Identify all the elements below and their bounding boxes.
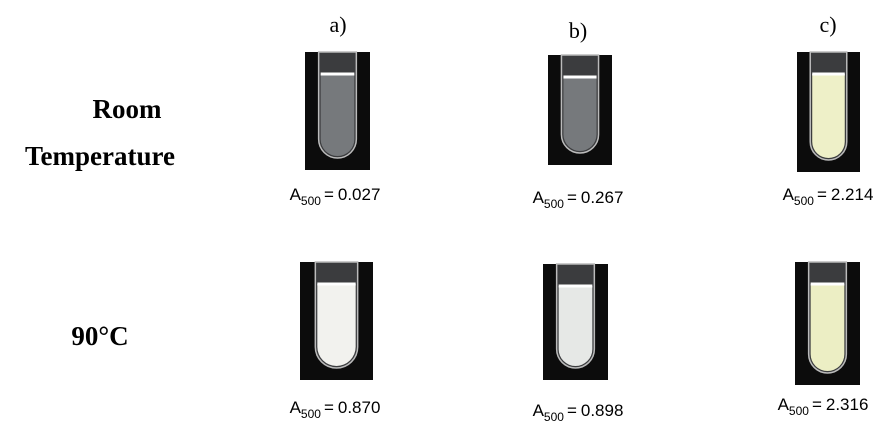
relation: = [324,185,334,204]
tube-liquid [812,74,845,158]
relation: = [324,398,334,417]
row-label: Temperature [25,141,175,171]
value: 0.870 [338,398,381,417]
page: {"columns": [{"label": "a)"}, {"label": … [0,0,878,425]
tube-liquid [321,74,355,156]
symbol: A [533,188,545,207]
column-label: b) [569,18,587,43]
tube-photo [797,52,860,172]
tube-photo [300,262,373,380]
tube-liquid [559,286,593,366]
figure: a) b) c) Room Temperature 90°C A500=0.02… [0,0,878,425]
tube-photo [548,55,612,165]
value: 0.027 [338,185,381,204]
relation: = [567,401,577,420]
column-label: a) [329,12,346,37]
tube-photo [305,52,370,170]
column-label: c) [819,12,836,37]
symbol: A [290,185,302,204]
relation: = [812,395,822,414]
value: 0.898 [581,401,624,420]
value: 2.316 [826,395,869,414]
subscript: 500 [301,407,321,421]
tube-liquid [563,77,596,151]
subscript: 500 [544,410,564,424]
tube-photo [543,264,608,380]
subscript: 500 [301,194,321,208]
relation: = [567,188,577,207]
subscript: 500 [789,404,809,418]
subscript: 500 [794,194,814,208]
tube-liquid [317,284,355,366]
value: 0.267 [581,188,624,207]
symbol: A [533,401,545,420]
absorbance-label: A500=0.870 [290,398,381,421]
row-label: Room [93,94,162,124]
absorbance-label: A500=2.214 [783,185,874,208]
value: 2.214 [831,185,874,204]
subscript: 500 [544,197,564,211]
absorbance-label: A500=0.027 [290,185,381,208]
absorbance-label: A500=0.267 [533,188,624,211]
absorbance-label: A500=0.898 [533,401,624,424]
absorbance-label: A500=2.316 [778,395,869,418]
tube-photo [795,262,860,385]
row-label: 90°C [71,321,128,351]
relation: = [817,185,827,204]
symbol: A [778,395,790,414]
tube-liquid [811,284,845,371]
symbol: A [783,185,795,204]
symbol: A [290,398,302,417]
